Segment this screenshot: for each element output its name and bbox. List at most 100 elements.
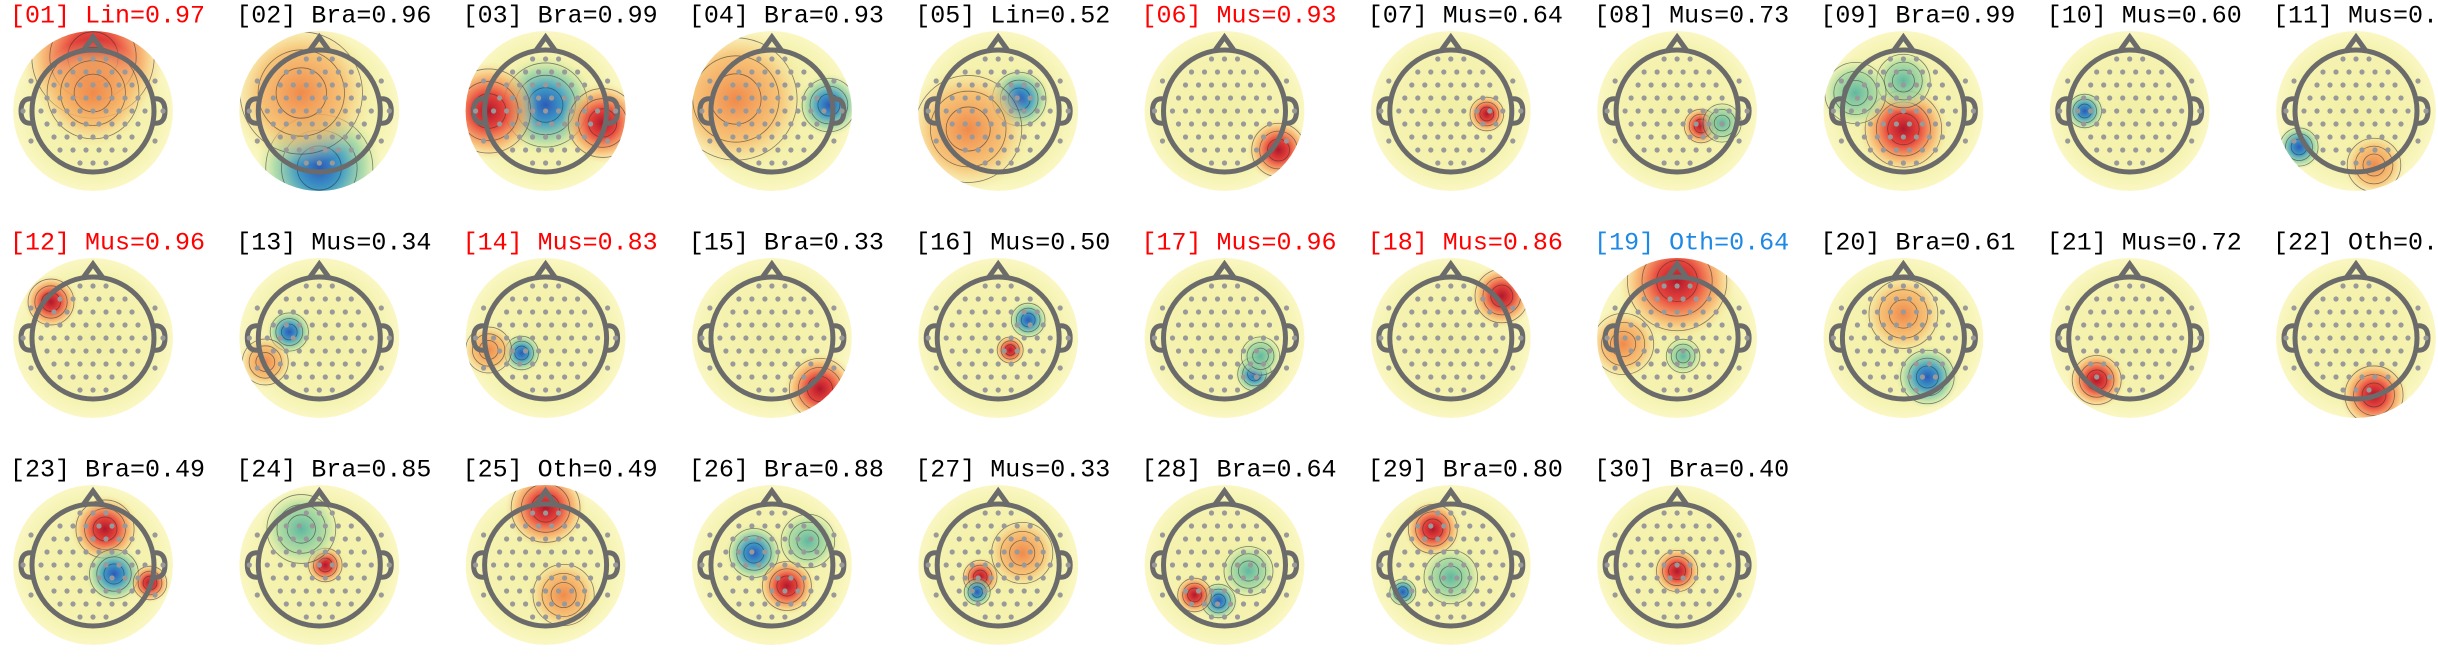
sensor — [1628, 95, 1634, 101]
sensor — [605, 305, 611, 311]
sensor — [283, 121, 289, 127]
sensor — [129, 536, 135, 542]
head-outline — [2066, 274, 2194, 402]
sensor — [277, 335, 283, 341]
sensor — [808, 335, 814, 341]
sensor — [956, 108, 962, 114]
sensor — [988, 523, 994, 529]
sensor — [995, 361, 1001, 367]
sensor — [44, 575, 50, 581]
sensor — [2327, 134, 2333, 140]
sensor — [296, 601, 302, 607]
sensor — [277, 588, 283, 594]
sensor — [1661, 283, 1667, 289]
sensor — [1874, 82, 1880, 88]
sensor — [2159, 95, 2165, 101]
sensor — [1234, 283, 1241, 289]
sensor — [122, 296, 128, 302]
sensor — [956, 562, 962, 568]
sensor — [975, 549, 981, 555]
sensor — [2359, 121, 2365, 127]
sensor — [20, 108, 26, 114]
sensor — [83, 348, 89, 354]
sensor — [1057, 592, 1063, 598]
sensor — [1435, 361, 1441, 367]
sensor — [70, 95, 76, 101]
sensor — [1034, 309, 1040, 315]
sensor — [496, 95, 503, 101]
sensor — [523, 95, 529, 101]
sensor — [1713, 536, 1719, 542]
sensor — [1008, 160, 1014, 166]
sensor — [472, 562, 479, 568]
sensor — [2120, 95, 2126, 101]
sensor — [962, 374, 968, 380]
sensor — [1195, 134, 1202, 140]
contour — [1474, 101, 1500, 127]
sensor — [575, 374, 581, 380]
sensor — [605, 532, 611, 538]
sensor — [1641, 549, 1647, 555]
sensor — [1887, 335, 1893, 341]
topomap — [1597, 31, 1758, 191]
sensor — [296, 121, 302, 127]
head-nose — [307, 259, 332, 280]
sensor — [1386, 592, 1392, 598]
sensor — [595, 335, 601, 341]
sensor — [1065, 108, 1071, 114]
sensor — [503, 134, 510, 140]
sensor — [943, 335, 949, 341]
sensor — [2065, 138, 2071, 144]
sensor — [1467, 374, 1473, 380]
sensor — [1635, 82, 1641, 88]
sensor — [769, 56, 775, 62]
sensor — [1151, 108, 1158, 114]
sensor — [2372, 348, 2378, 354]
sensor — [109, 374, 115, 380]
sensor — [556, 588, 562, 594]
sensor — [1500, 335, 1506, 341]
sensor — [2172, 348, 2178, 354]
contour — [1238, 560, 1259, 582]
sensor — [96, 121, 102, 127]
component-title: [16] Mus=0.50 — [915, 229, 1110, 258]
sensor — [756, 387, 762, 393]
sensor — [788, 601, 794, 607]
sensor — [103, 283, 109, 289]
sensor — [316, 361, 322, 367]
sensor — [814, 348, 820, 354]
sensor — [77, 562, 83, 568]
sensor — [1693, 549, 1699, 555]
sensor — [503, 361, 510, 367]
contour — [255, 352, 276, 372]
sensor — [1628, 348, 1634, 354]
sensor — [129, 134, 135, 140]
sensor — [1214, 147, 1221, 153]
sensor — [1674, 562, 1680, 568]
sensor — [329, 562, 335, 568]
sensor — [2398, 322, 2404, 328]
sensor — [2346, 296, 2352, 302]
sensor — [1493, 348, 1499, 354]
sensor — [782, 387, 788, 393]
sensor — [1700, 536, 1706, 542]
sensor — [1474, 335, 1480, 341]
sensor — [1402, 549, 1408, 555]
sensor — [303, 309, 309, 315]
sensor — [562, 147, 568, 153]
sensor — [1283, 138, 1290, 144]
sensor — [322, 322, 328, 328]
sensor — [57, 296, 63, 302]
sensor — [530, 160, 536, 166]
sensor — [1014, 374, 1020, 380]
sensor — [2353, 387, 2359, 393]
sensor — [2340, 283, 2346, 289]
sensor — [801, 322, 807, 328]
sensor — [1260, 108, 1267, 114]
sensor — [995, 82, 1001, 88]
sensor — [736, 348, 742, 354]
sensor — [736, 374, 742, 380]
sensor — [378, 305, 384, 311]
sensor — [509, 374, 516, 380]
sensor — [2179, 108, 2185, 114]
